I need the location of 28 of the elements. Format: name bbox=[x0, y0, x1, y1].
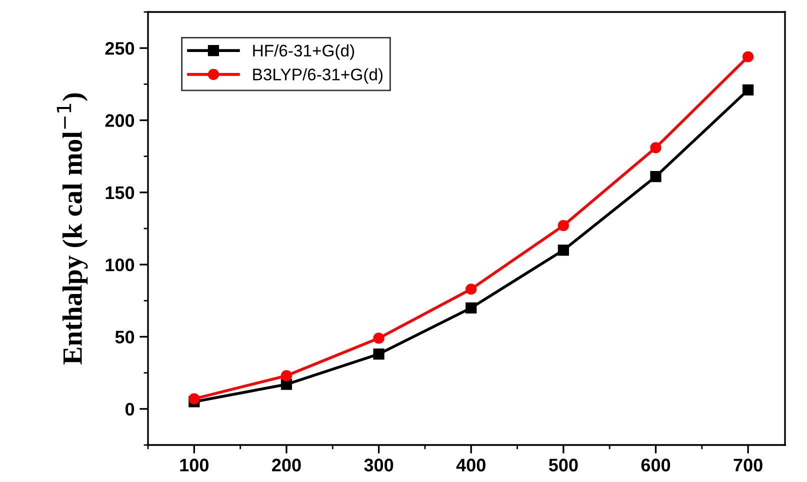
point bbox=[373, 348, 384, 360]
point bbox=[466, 302, 477, 314]
y-tick-label: 100 bbox=[106, 258, 134, 272]
point bbox=[188, 393, 200, 404]
x-tick-label: 500 bbox=[548, 458, 578, 472]
x-tick-label: 700 bbox=[734, 458, 762, 472]
point bbox=[558, 244, 569, 256]
x-tick-label: 200 bbox=[272, 458, 301, 472]
point bbox=[742, 51, 754, 62]
x-tick-label: 400 bbox=[456, 458, 486, 472]
y-axis-title: Enthalpy (k cal mol$^{−1}$) bbox=[56, 93, 88, 364]
legend-label: B3LYP/6-31+G(d) bbox=[253, 68, 382, 84]
y-tick-label: 0 bbox=[125, 402, 134, 416]
y-tick-label: 50 bbox=[115, 330, 134, 344]
y-tick-label: 150 bbox=[106, 186, 134, 200]
y-tick-label: 250 bbox=[105, 42, 134, 55]
x-tick-label: 600 bbox=[641, 458, 670, 472]
point bbox=[650, 142, 662, 154]
point bbox=[650, 170, 662, 182]
point bbox=[373, 332, 384, 344]
legend-label: HF/6-31+G(d) bbox=[253, 44, 354, 60]
x-tick-label: 100 bbox=[180, 458, 208, 472]
point bbox=[466, 284, 477, 295]
x-tick-label: 300 bbox=[364, 458, 394, 472]
y-tick-label: 200 bbox=[105, 114, 134, 127]
point bbox=[280, 370, 292, 382]
point bbox=[742, 84, 754, 96]
point bbox=[558, 220, 569, 232]
